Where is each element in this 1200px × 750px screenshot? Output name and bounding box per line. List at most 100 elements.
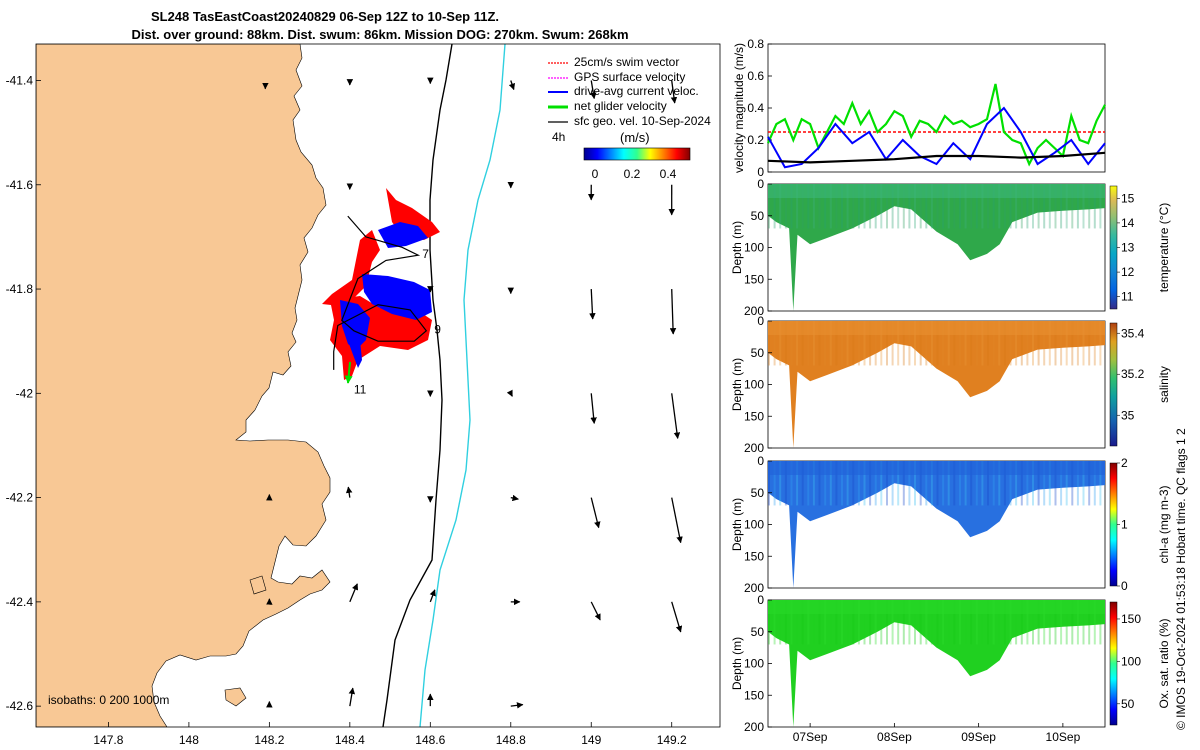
- depth-tick: 200: [744, 304, 764, 318]
- geo-velocity-arrow: [429, 589, 436, 603]
- map-x-tick: 148.2: [254, 733, 284, 747]
- colorbar-label: temperature (°C): [1157, 203, 1171, 293]
- geo-velocity-arrow: [671, 393, 681, 439]
- colorbar-tick: 0.2: [624, 167, 641, 181]
- tasmania-land: [36, 44, 331, 727]
- velocity-y-tick: 0.2: [747, 133, 764, 147]
- velocity-y-tick: 0.8: [747, 37, 764, 51]
- depth-tick: 200: [744, 720, 764, 734]
- colorbar-tick: 14: [1121, 216, 1135, 230]
- geo-velocity-arrow: [590, 497, 601, 529]
- map-x-tick: 148.6: [415, 733, 445, 747]
- map-y-tick: -42.4: [6, 595, 34, 609]
- legend-geo-time: 4h: [552, 130, 565, 144]
- depth-tick: 200: [744, 441, 764, 455]
- colorbar-label: Ox. sat. ratio (%): [1157, 618, 1171, 708]
- isobath-1000m: [419, 44, 506, 727]
- map-x-tick: 148.8: [496, 733, 526, 747]
- velocity-series-line: [767, 151, 1106, 164]
- geo-velocity-arrow: [510, 494, 519, 502]
- geo-velocity-arrow: [348, 687, 356, 707]
- map-y-tick: -42.2: [6, 491, 34, 505]
- geo-velocity-arrow: [669, 289, 677, 335]
- colorbar-tick: 2: [1121, 456, 1128, 470]
- colorbar-tick: 100: [1121, 654, 1141, 668]
- depth-axis-label: Depth (m): [730, 358, 744, 411]
- footer-credit: © IMOS 19-Oct-2024 01:53:18 Hobart time.…: [1174, 428, 1188, 730]
- depth-tick: 200: [744, 581, 764, 595]
- colorbar-label: chl-a (mg m-3): [1157, 485, 1171, 563]
- velocity-series-line: [766, 83, 1106, 167]
- colorbar-tick: 1: [1121, 518, 1128, 532]
- map-x-tick: 147.8: [93, 733, 123, 747]
- depth-tick: 150: [744, 409, 764, 423]
- isobaths-label: isobaths: 0 200 1000m: [48, 693, 169, 707]
- map-y-tick: -42: [16, 386, 34, 400]
- section-panel-oxygen: 0 50 100 150 200 Depth (m) 50 100 150 Ox. sat. ra…: [730, 593, 1171, 734]
- velocity-ylabel: velocity magnitude (m/s): [732, 43, 746, 173]
- date-tick: 09Sep: [961, 730, 996, 744]
- colorbar-tick: 15: [1121, 191, 1135, 205]
- colorbar-tick: 12: [1121, 265, 1135, 279]
- section-data-area: [768, 600, 1105, 727]
- depth-tick: 0: [757, 177, 764, 191]
- map-y-tick: -41.8: [6, 282, 34, 296]
- geo-velocity-arrow: [590, 601, 601, 621]
- speed-colorbar: [583, 147, 691, 161]
- colorbar-tick: 150: [1121, 612, 1141, 626]
- geo-velocity-arrow: [671, 601, 683, 633]
- map-y-tick: -42.6: [6, 699, 34, 713]
- colorbar-tick: 0: [592, 167, 599, 181]
- section-data-area: [768, 321, 1105, 448]
- island: [224, 687, 247, 707]
- map-panel: 7 9 11 147.8 148 148.2 148.4 148.6 148.8 149 149.…: [6, 43, 721, 747]
- legend-gps: GPS surface velocity: [574, 70, 685, 84]
- depth-tick: 50: [751, 486, 765, 500]
- depth-axis-label: Depth (m): [730, 637, 744, 690]
- geo-velocity-vectors: [262, 77, 683, 709]
- depth-tick: 150: [744, 549, 764, 563]
- geo-velocity-arrow: [589, 289, 596, 320]
- velocity-y-tick: 0: [757, 165, 764, 179]
- geo-velocity-arrow: [671, 497, 683, 544]
- map-y-tick: -41.4: [6, 73, 34, 87]
- section-colorbar: [1109, 185, 1118, 310]
- geo-velocity-arrow: [506, 389, 513, 397]
- section-panel-salinity: 0 50 100 150 200 Depth (m) 35 35.2 35.4 salinity: [730, 314, 1171, 455]
- glider-track: [333, 215, 428, 370]
- section-colorbar: [1109, 601, 1118, 726]
- depth-tick: 0: [757, 314, 764, 328]
- depth-tick: 150: [744, 272, 764, 286]
- colorbar-tick: 35: [1121, 408, 1135, 422]
- colorbar-label: salinity: [1157, 366, 1171, 403]
- map-x-tick: 149.2: [657, 733, 687, 747]
- colorbar-tick: 50: [1121, 697, 1135, 711]
- depth-tick: 50: [751, 625, 765, 639]
- geo-velocity-arrow: [590, 80, 597, 100]
- velocity-y-tick: 0.6: [747, 69, 764, 83]
- colorbar-tick: 35.2: [1121, 367, 1145, 381]
- map-x-tick: 149: [581, 733, 601, 747]
- depth-axis-label: Depth (m): [730, 221, 744, 274]
- title-line-2: Dist. over ground: 88km. Dist. swum: 86k…: [131, 27, 628, 42]
- title-line-1: SL248 TasEastCoast20240829 06-Sep 12Z to…: [151, 9, 499, 24]
- colorbar-tick: 11: [1121, 290, 1134, 304]
- section-colorbar: [1109, 462, 1118, 587]
- colorbar-tick: 13: [1121, 241, 1135, 255]
- geo-velocity-arrow: [345, 486, 353, 498]
- geo-velocity-arrow: [510, 702, 524, 709]
- colorbar-tick: 0: [1121, 579, 1128, 593]
- track-day-label: 7: [422, 247, 429, 261]
- net-velocity-arrow: [344, 361, 353, 384]
- track-day-label: 9: [434, 322, 441, 336]
- date-tick: 08Sep: [877, 730, 912, 744]
- section-panel-temperature: 0 50 100 150 200 Depth (m) 11 12 13 14 15 temperatu…: [730, 177, 1171, 318]
- geo-velocity-arrow: [590, 393, 597, 424]
- depth-tick: 0: [757, 454, 764, 468]
- depth-tick: 150: [744, 688, 764, 702]
- section-colorbar: [1109, 322, 1118, 447]
- date-tick: 07Sep: [793, 730, 828, 744]
- legend-swim: 25cm/s swim vector: [574, 55, 679, 69]
- depth-axis-label: Depth (m): [730, 498, 744, 551]
